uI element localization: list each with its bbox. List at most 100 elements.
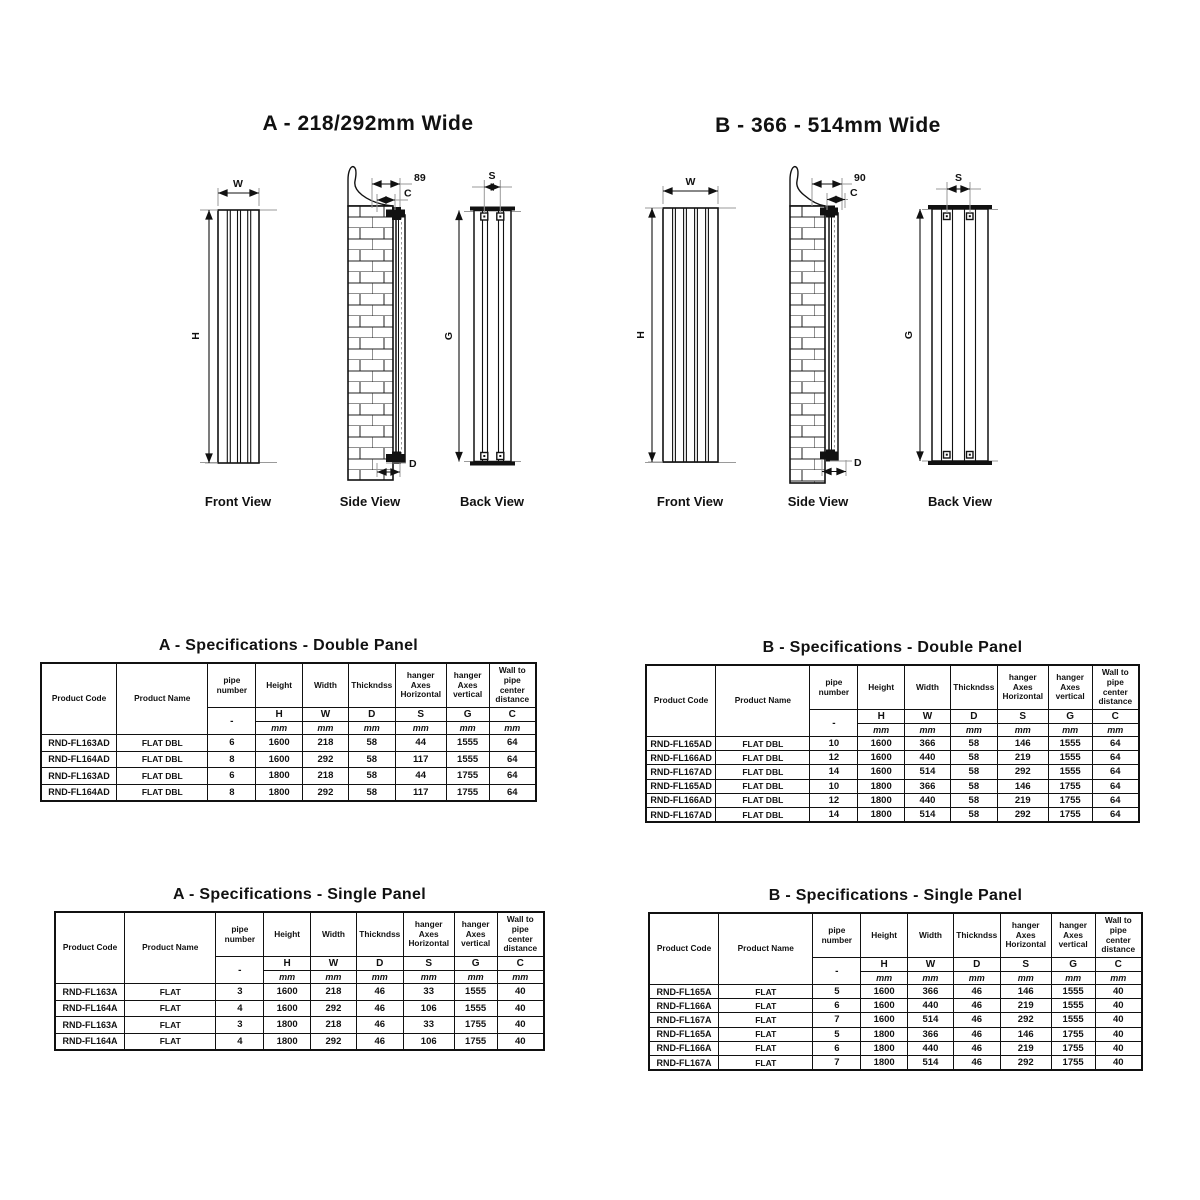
cell-product-code: RND-FL163AD	[40, 767, 118, 785]
cell-hanger-vertical: 1555	[1050, 983, 1096, 1000]
table-b-double-title: B - Specifications - Double Panel	[762, 639, 1023, 656]
cell-width: 440	[907, 1040, 954, 1056]
table-row: RND-FL164AD FLAT DBL 8 1600 292 58 117 1…	[40, 750, 537, 768]
header-letter-c: C	[496, 956, 545, 971]
cell-product-name: FLAT	[718, 1026, 814, 1042]
cell-hanger-vertical: 1755	[1047, 778, 1093, 794]
cell-product-code: RND-FL163A	[54, 983, 126, 1001]
cell-width: 292	[310, 1032, 357, 1051]
cell-thickness: 58	[949, 750, 998, 766]
table-row: RND-FL167A FLAT 7 1600 514 46 292 1555 4…	[648, 1012, 1143, 1028]
header-hanger-horizontal: hanger Axes Horizontal	[996, 664, 1049, 710]
dim-s-label-b: S	[955, 172, 962, 184]
cell-width: 218	[302, 767, 349, 785]
cell-pipe-number: 3	[215, 1016, 265, 1034]
cell-product-code: RND-FL167AD	[645, 764, 717, 780]
header-thickness: Thickndss	[347, 662, 396, 708]
header-height: Height	[255, 662, 304, 708]
header-product-code: Product Code	[54, 911, 126, 984]
cell-hanger-horizontal: 219	[999, 998, 1052, 1014]
table-row: RND-FL165AD FLAT DBL 10 1800 366 58 146 …	[645, 778, 1140, 794]
cell-product-name: FLAT	[718, 1012, 814, 1028]
cell-wall-to-pipe: 64	[488, 734, 537, 752]
cell-wall-to-pipe: 64	[1091, 735, 1140, 752]
header-letter-s: S	[394, 707, 447, 722]
cell-thickness: 58	[949, 806, 998, 823]
cell-product-name: FLAT	[124, 1016, 217, 1034]
cell-height: 1800	[263, 1032, 312, 1051]
header-unit: mm	[310, 970, 357, 984]
cell-width: 440	[904, 750, 951, 766]
cell-hanger-horizontal: 146	[996, 778, 1049, 794]
header-dash: -	[809, 709, 859, 737]
cell-hanger-horizontal: 44	[394, 734, 447, 752]
table-row: RND-FL165AD FLAT DBL 10 1600 366 58 146 …	[645, 735, 1140, 752]
header-letter-h: H	[860, 957, 909, 972]
header-letter-s: S	[996, 709, 1049, 724]
front-view-caption-a: Front View	[205, 494, 272, 509]
cell-pipe-number: 12	[809, 750, 859, 766]
header-letter-g: G	[453, 956, 498, 971]
cell-thickness: 58	[949, 778, 998, 794]
header-width: Width	[907, 912, 954, 958]
table-row: RND-FL166A FLAT 6 1600 440 46 219 1555 4…	[648, 998, 1143, 1014]
cell-height: 1600	[263, 983, 312, 1001]
header-letter-c: C	[1091, 709, 1140, 724]
cell-product-code: RND-FL165A	[648, 1026, 720, 1042]
cell-hanger-horizontal: 106	[402, 1032, 455, 1051]
cell-width: 514	[907, 1054, 954, 1071]
header-unit: mm	[255, 721, 304, 735]
header-wall-to-pipe: Wall to pipe center distance	[1094, 912, 1143, 958]
header-letter-d: D	[355, 956, 404, 971]
cell-thickness: 46	[952, 1026, 1001, 1042]
cell-pipe-number: 5	[812, 983, 862, 1000]
cell-product-name: FLAT DBL	[715, 735, 811, 752]
header-unit: mm	[1091, 723, 1140, 737]
header-unit: mm	[904, 723, 951, 737]
header-unit: mm	[999, 971, 1052, 985]
cell-hanger-horizontal: 146	[996, 735, 1049, 752]
header-unit: mm	[1047, 723, 1093, 737]
cell-height: 1800	[857, 792, 906, 808]
cell-pipe-number: 6	[812, 998, 862, 1014]
section-a-double: A - Specifications - Double Panel Produc…	[40, 637, 537, 802]
cell-hanger-horizontal: 117	[394, 783, 447, 802]
dim-g-label-a: G	[443, 332, 455, 340]
cell-hanger-vertical: 1555	[453, 983, 498, 1001]
cell-width: 218	[310, 1016, 357, 1034]
header-letter-g: G	[1047, 709, 1093, 724]
header-letter-w: W	[904, 709, 951, 724]
table-row: RND-FL165A FLAT 5 1600 366 46 146 1555 4…	[648, 983, 1143, 1000]
section-b-single: B - Specifications - Single Panel Produc…	[648, 887, 1143, 1072]
header-unit: mm	[1050, 971, 1096, 985]
cell-pipe-number: 6	[812, 1040, 862, 1056]
cell-product-code: RND-FL166AD	[645, 792, 717, 808]
section-b-double: B - Specifications - Double Panel Produc…	[645, 639, 1140, 824]
wall-break-b	[789, 165, 826, 207]
cell-width: 292	[302, 783, 349, 802]
cell-width: 366	[904, 735, 951, 752]
header-wall-to-pipe: Wall to pipe center distance	[488, 662, 537, 708]
cell-thickness: 46	[952, 1040, 1001, 1056]
section-a-single: A - Specifications - Single Panel Produc…	[54, 886, 545, 1051]
cell-product-name: FLAT DBL	[116, 767, 209, 785]
cell-height: 1600	[255, 734, 304, 752]
header-height: Height	[860, 912, 909, 958]
cell-product-code: RND-FL164A	[54, 1032, 126, 1051]
dim-width-label-a: W	[233, 178, 243, 190]
brick-wall-a	[347, 205, 394, 481]
cell-thickness: 46	[355, 1016, 404, 1034]
dim-s-label-a: S	[488, 170, 495, 182]
header-letter-d: D	[949, 709, 998, 724]
header-hanger-vertical: hanger Axes vertical	[453, 911, 498, 957]
cell-height: 1600	[860, 983, 909, 1000]
header-thickness: Thickndss	[949, 664, 998, 710]
dim-d-label-a: D	[409, 458, 417, 470]
header-unit: mm	[907, 971, 954, 985]
header-pipe-number: pipe number	[215, 911, 265, 957]
cell-product-code: RND-FL164AD	[40, 783, 118, 802]
cell-product-code: RND-FL164AD	[40, 750, 118, 768]
header-dash: -	[812, 957, 862, 985]
cell-thickness: 46	[952, 1012, 1001, 1028]
